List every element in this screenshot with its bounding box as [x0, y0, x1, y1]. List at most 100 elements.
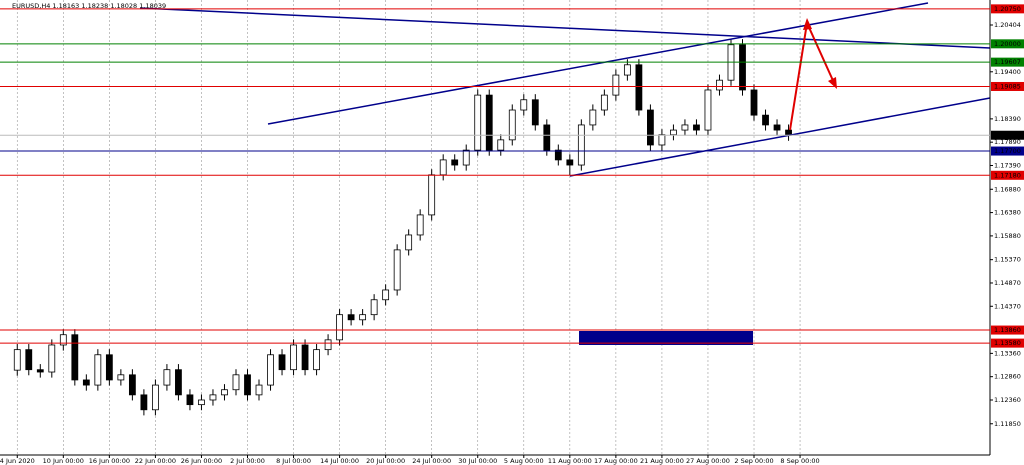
candle-body — [313, 349, 320, 371]
y-tick-label: 1.14870 — [994, 279, 1021, 287]
candle-body — [739, 44, 746, 91]
candle-body — [762, 114, 769, 126]
candle-body — [232, 374, 240, 391]
x-tick-label: 22 Jun 00:00 — [135, 457, 176, 465]
candle-body — [554, 149, 562, 161]
level-label: 1.17700 — [994, 147, 1021, 155]
candle-body — [577, 124, 585, 166]
x-tick-label: 2 Sep 00:00 — [734, 457, 773, 465]
candle-body — [71, 334, 79, 381]
candle-body — [462, 149, 470, 166]
level-label: 1.13580 — [994, 339, 1021, 347]
x-tick-label: 2 Jul 00:00 — [230, 457, 265, 465]
x-tick-label: 21 Aug 00:00 — [640, 457, 684, 465]
candle-body — [439, 159, 447, 176]
candle-body — [221, 389, 228, 396]
candle-body — [773, 124, 781, 131]
candle-body — [347, 314, 355, 321]
x-tick-label: 26 Jun 00:00 — [181, 457, 222, 465]
y-tick-label: 1.13360 — [994, 349, 1021, 357]
candle-body — [13, 349, 21, 371]
candle-body — [647, 109, 654, 146]
candle-body — [324, 339, 332, 351]
y-tick-label: 1.16380 — [994, 209, 1021, 217]
y-tick-label: 1.14370 — [994, 302, 1021, 310]
x-tick-label: 11 Aug 00:00 — [548, 457, 592, 465]
level-tag — [991, 130, 1024, 140]
level-label: 1.20750 — [994, 5, 1021, 13]
candle-body — [623, 64, 631, 76]
x-tick-label: 8 Jul 00:00 — [276, 457, 311, 465]
x-tick-label: 30 Jul 00:00 — [458, 457, 497, 465]
candle-body — [301, 344, 309, 371]
candle-body — [508, 109, 516, 141]
x-tick-label: 5 Aug 00:00 — [504, 457, 544, 465]
candle-body — [175, 369, 182, 396]
candle-body — [36, 369, 44, 373]
y-tick-label: 1.12360 — [994, 396, 1021, 404]
candle-body — [531, 99, 539, 126]
candle-body — [704, 89, 712, 131]
trend-line — [139, 7, 991, 49]
level-label: 1.19607 — [994, 58, 1021, 66]
candle-body — [370, 299, 378, 316]
candle-body — [658, 134, 666, 146]
x-tick-label: 20 Jul 00:00 — [366, 457, 405, 465]
channel-bottom — [569, 97, 991, 177]
chart-title: EURUSD,H4 1.18163 1.18238 1.18028 1.1803… — [12, 2, 166, 10]
level-label: 1.13860 — [994, 326, 1021, 334]
y-tick-label: 1.19400 — [994, 68, 1021, 76]
level-tag — [991, 170, 1024, 180]
candle-body — [520, 99, 528, 111]
candle-body — [336, 314, 343, 341]
candle-body — [140, 394, 148, 411]
candle-body — [589, 109, 597, 126]
arrow-head — [803, 18, 812, 30]
candle-body — [48, 344, 56, 373]
drawings — [139, 2, 991, 345]
candle-body — [267, 354, 274, 386]
candle-body — [128, 374, 136, 396]
candle-body — [382, 289, 390, 301]
candle-body — [25, 349, 33, 371]
candle-body — [428, 174, 436, 216]
channel-top — [267, 2, 929, 125]
level-label: 1.20000 — [994, 40, 1021, 48]
x-tick-label: 10 Jun 00:00 — [43, 457, 84, 465]
level-tag — [991, 57, 1024, 67]
candle-body — [750, 89, 758, 116]
candle-body — [163, 369, 171, 386]
candle-body — [670, 129, 677, 136]
candle-body — [693, 124, 700, 131]
candle-body — [451, 159, 459, 166]
level-tag — [991, 338, 1024, 348]
y-tick-label: 1.17890 — [994, 138, 1021, 146]
x-tick-label: 14 Jul 00:00 — [320, 457, 359, 465]
candle-body — [405, 234, 413, 251]
level-label: 1.18039 — [994, 131, 1021, 139]
plot-area — [13, 0, 801, 455]
level-tag — [991, 4, 1024, 14]
candle-body — [612, 74, 620, 96]
candle-body — [359, 314, 367, 321]
candle-body — [566, 159, 574, 166]
candle-body — [117, 374, 125, 381]
candle-body — [681, 124, 689, 131]
y-tick-label: 1.16880 — [994, 185, 1021, 193]
level-tag — [991, 146, 1024, 156]
candle-body — [600, 94, 608, 111]
level-tag — [991, 325, 1024, 335]
level-label: 1.17180 — [994, 171, 1021, 179]
candle-body — [94, 354, 102, 386]
candle-body — [716, 79, 723, 91]
x-tick-label: 8 Sep 00:00 — [780, 457, 819, 465]
candle-body — [635, 64, 643, 111]
candle-body — [209, 394, 217, 401]
y-tick-label: 1.18390 — [994, 115, 1021, 123]
x-tick-label: 4 Jun 2020 — [0, 457, 35, 465]
x-tick-label: 16 Jun 00:00 — [89, 457, 130, 465]
y-tick-label: 1.15370 — [994, 256, 1021, 264]
candle-body — [497, 139, 505, 151]
candle-body — [82, 379, 90, 386]
